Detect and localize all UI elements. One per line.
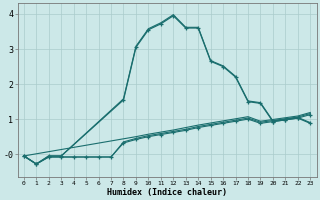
- X-axis label: Humidex (Indice chaleur): Humidex (Indice chaleur): [107, 188, 227, 197]
